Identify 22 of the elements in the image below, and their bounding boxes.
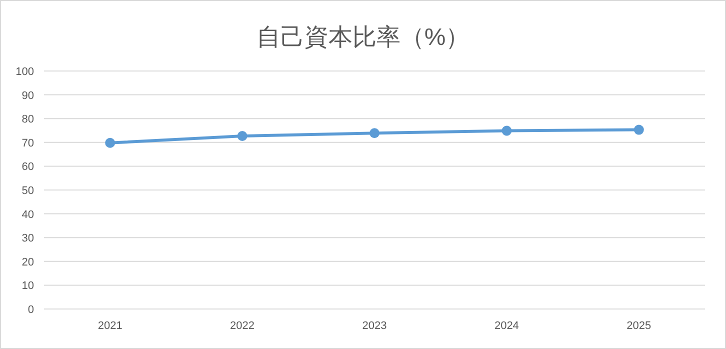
point	[105, 138, 116, 148]
y-tick-label: 70	[22, 137, 34, 150]
point	[237, 130, 248, 141]
x-tick-label: 2025	[626, 320, 652, 332]
x-tick-label: 2022	[230, 320, 255, 332]
chart-title: 自己資本比率（%）	[256, 24, 470, 51]
x-tick-label: 2021	[98, 320, 122, 332]
y-tick-label: 90	[22, 90, 34, 102]
y-tick-label: 40	[22, 208, 34, 221]
point	[370, 128, 380, 138]
y-tick-label: 10	[22, 280, 34, 292]
y-tick-label: 0	[28, 304, 34, 316]
point	[634, 124, 644, 135]
y-tick-label: 20	[22, 256, 34, 268]
y-tick-label: 30	[22, 232, 34, 245]
y-tick-label: 100	[16, 66, 34, 78]
y-tick-label: 60	[22, 161, 34, 174]
y-tick-label: 80	[22, 114, 34, 126]
x-tick-label: 2024	[494, 320, 519, 332]
point	[502, 126, 512, 136]
x-tick-label: 2023	[362, 320, 387, 332]
y-tick-label: 50	[22, 185, 34, 197]
